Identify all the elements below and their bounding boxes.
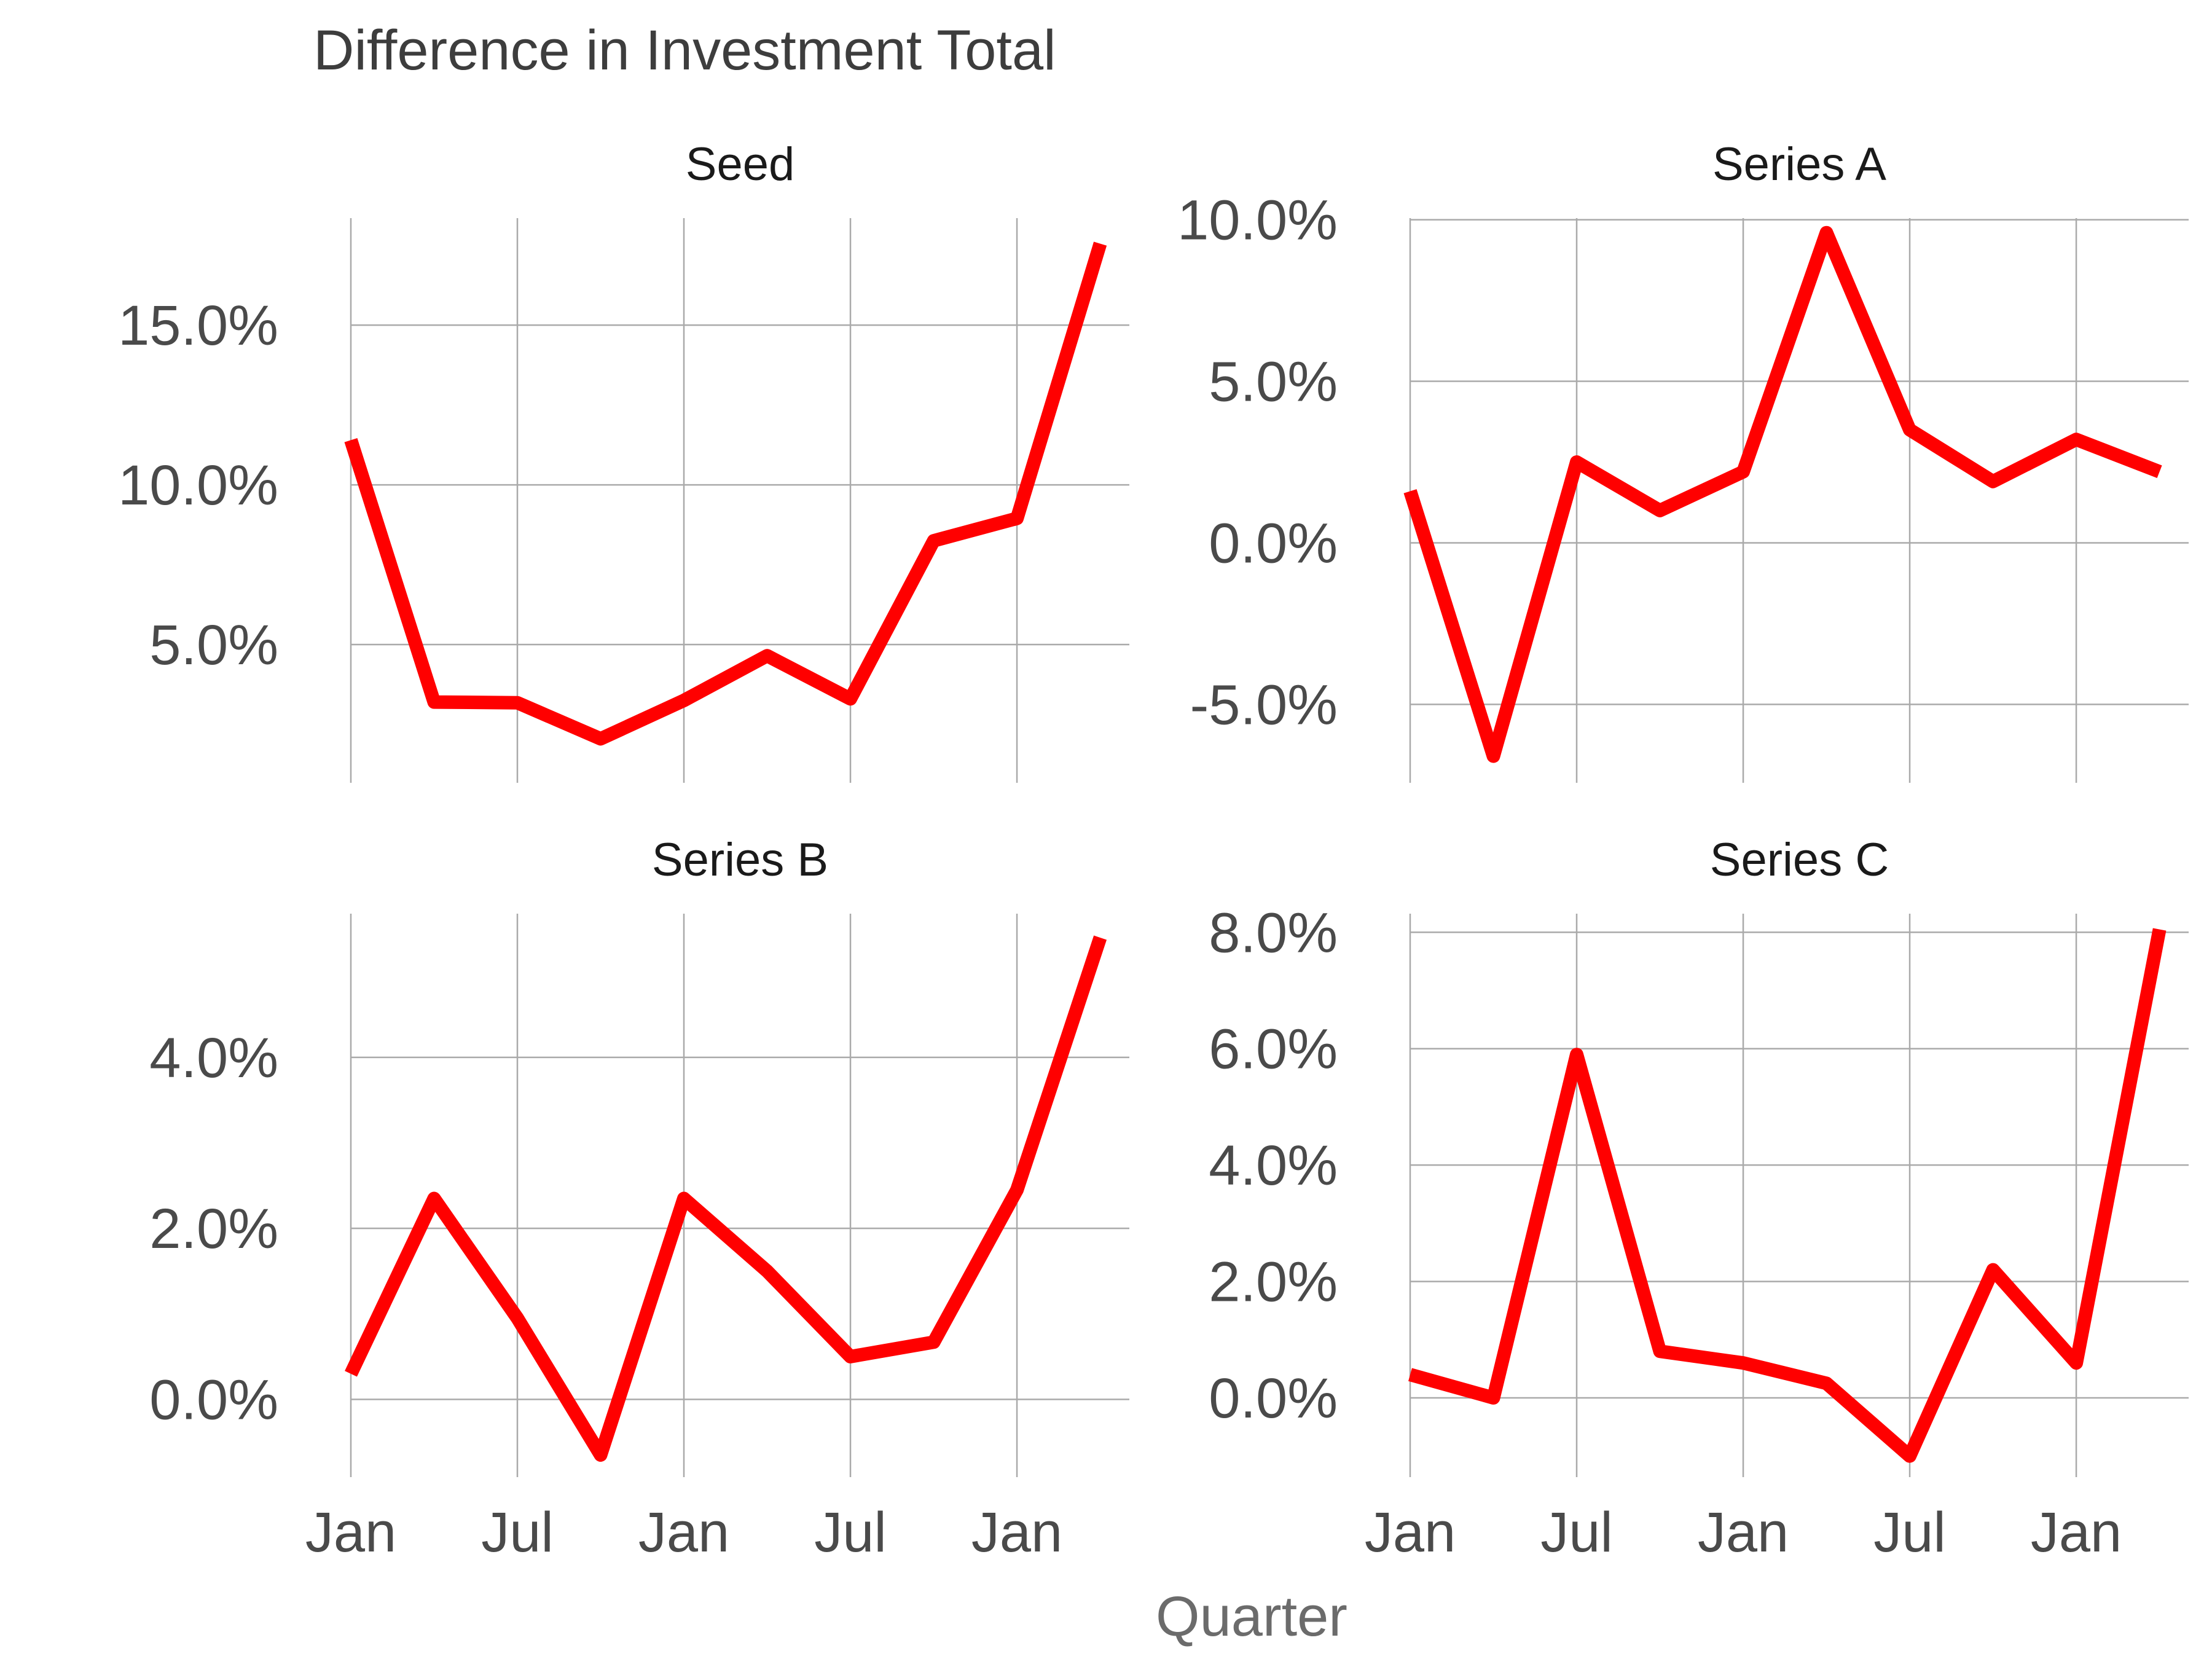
x-tick-label: Jan [305, 1501, 396, 1564]
y-tick-label: 15.0% [118, 294, 278, 357]
chart-title: Difference in Investment Total [313, 19, 1056, 82]
facet-panel: Series C 0.0% 2.0% 4.0% 6.0% 8.0% Jan Jul Jan Jul… [1209, 834, 2189, 1564]
facet-strip-label: Series C [1710, 834, 1889, 886]
y-tick-label: 5.0% [149, 614, 278, 677]
series-line [1408, 928, 2167, 1463]
y-tick-label: 0.0% [149, 1369, 278, 1432]
y-tick-label: 5.0% [1209, 351, 1338, 414]
facet-strip-label: Series B [652, 834, 828, 886]
x-tick-label: Jul [481, 1501, 554, 1564]
x-tick-label: Jan [2031, 1501, 2122, 1564]
x-tick-label: Jul [1873, 1501, 1946, 1564]
series-line [1403, 226, 2162, 763]
x-tick-label: Jan [971, 1501, 1062, 1564]
x-tick-label: Jan [638, 1501, 729, 1564]
y-tick-label: 0.0% [1209, 512, 1338, 575]
y-tick-label: 10.0% [118, 454, 278, 517]
y-tick-label: 2.0% [1209, 1251, 1338, 1314]
x-tick-label: Jan [1365, 1501, 1456, 1564]
x-tick-label: Jul [1540, 1501, 1613, 1564]
facet-panels: Seed 5.0% 10.0% 15.0% Series A -5.0% 0.0% 5.0% 1… [118, 138, 2189, 1564]
y-tick-label: -5.0% [1190, 673, 1338, 736]
facet-strip-label: Series A [1712, 138, 1886, 190]
y-tick-label: 4.0% [149, 1027, 278, 1089]
facet-strip-label: Seed [686, 138, 795, 190]
y-tick-label: 2.0% [149, 1198, 278, 1260]
x-axis-label: Quarter [1156, 1585, 1347, 1648]
y-tick-label: 10.0% [1177, 189, 1338, 252]
facet-panel: Series B 0.0% 2.0% 4.0% Jan Jul Jan Jul Jan [149, 834, 1129, 1564]
y-tick-label: 6.0% [1209, 1018, 1338, 1081]
facet-panel: Series A -5.0% 0.0% 5.0% 10.0% [1177, 138, 2189, 783]
y-tick-label: 4.0% [1209, 1134, 1338, 1197]
x-tick-label: Jan [1698, 1501, 1789, 1564]
series-line [344, 241, 1107, 746]
y-tick-label: 0.0% [1209, 1367, 1338, 1430]
x-tick-label: Jul [814, 1501, 887, 1564]
series-line [345, 935, 1107, 1462]
facet-panel: Seed 5.0% 10.0% 15.0% [118, 138, 1129, 783]
y-tick-label: 8.0% [1209, 901, 1338, 964]
